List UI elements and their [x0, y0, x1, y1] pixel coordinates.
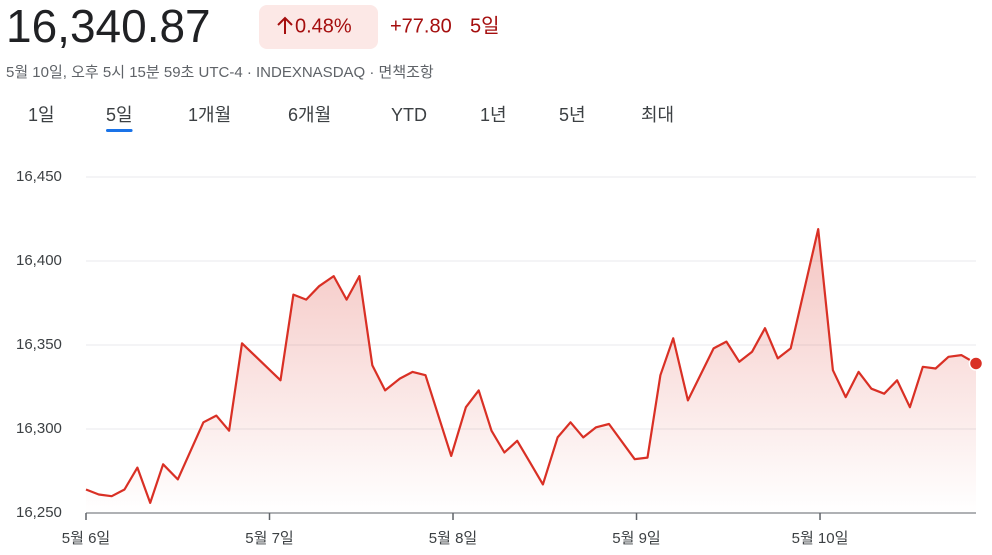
tab[interactable]: 5일 — [106, 105, 133, 125]
tabs: 1일 5일 1개월 6개월 YTD 1년 5년 최대 — [28, 105, 674, 132]
last-point — [968, 356, 984, 371]
y-tick-label: 16,400 — [16, 252, 62, 269]
y-tick-label: 16,350 — [16, 336, 62, 353]
change-percent: 0.48% — [295, 15, 352, 37]
tab[interactable]: 1일 — [28, 105, 55, 125]
tab[interactable]: YTD — [391, 105, 427, 125]
x-tick-label: 5월 10일 — [792, 530, 849, 547]
up-arrow — [277, 16, 293, 34]
tab[interactable]: 1년 — [480, 105, 507, 125]
y-tick-label: 16,250 — [16, 504, 62, 521]
change: +77.80 — [390, 15, 452, 37]
area — [86, 229, 976, 513]
x-tick-label: 5월 8일 — [429, 530, 477, 547]
period: 5일 — [470, 14, 500, 37]
x-tick-label: 5월 9일 — [612, 530, 660, 547]
tab[interactable]: 6개월 — [288, 105, 331, 125]
subtitle: 5월 10일, 오후 5시 15분 59초 UTC-4 · INDEXNASDA… — [6, 64, 434, 81]
tab[interactable]: 5년 — [559, 105, 586, 125]
price-line — [85, 228, 977, 504]
tab-underline — [106, 129, 133, 132]
tab[interactable]: 최대 — [641, 105, 674, 125]
change-pill — [259, 5, 378, 49]
x-tick-label: 5월 7일 — [245, 530, 293, 547]
y-tick-label: 16,450 — [16, 168, 62, 185]
tab[interactable]: 1개월 — [188, 105, 231, 125]
y-tick-label: 16,300 — [16, 420, 62, 437]
x-tick-label: 5월 6일 — [62, 530, 110, 547]
price: 16,340.87 — [6, 0, 211, 52]
